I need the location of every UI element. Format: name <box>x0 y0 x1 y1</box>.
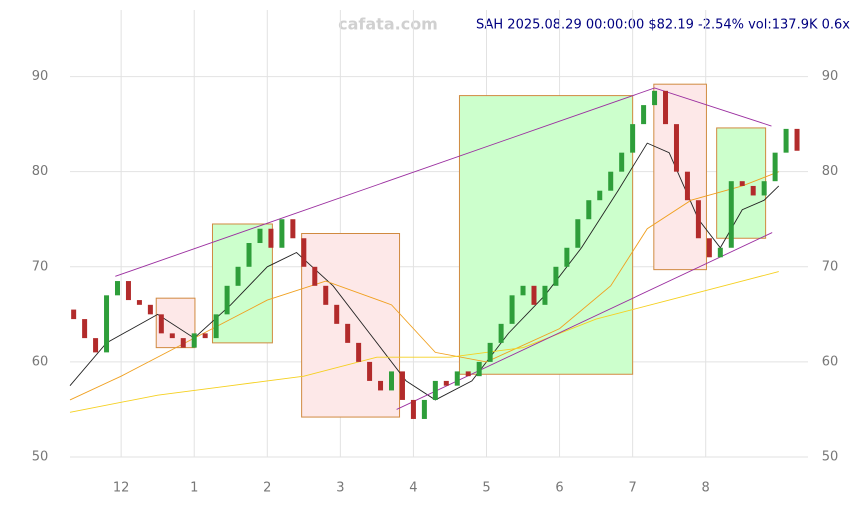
zone <box>458 95 634 375</box>
candle <box>378 380 384 391</box>
watermark: cafata.com <box>338 15 438 34</box>
candle <box>772 152 778 182</box>
candle <box>191 333 197 348</box>
y-tick-label: 70 <box>32 259 49 274</box>
indicator-line <box>69 271 779 413</box>
indicator-line <box>69 171 779 401</box>
candle <box>235 266 241 286</box>
candle <box>399 371 405 400</box>
candle <box>257 228 263 244</box>
y-tick-label: 60 <box>822 354 839 369</box>
candle <box>608 171 614 191</box>
candle <box>597 190 603 201</box>
candle <box>498 323 504 343</box>
candle <box>410 399 416 419</box>
candle <box>619 152 625 172</box>
candle <box>114 281 120 296</box>
candle <box>663 90 669 125</box>
candle <box>421 399 427 419</box>
x-tick-label: 1 <box>190 481 198 496</box>
candle <box>553 266 559 286</box>
candle <box>794 128 800 151</box>
candle <box>71 309 77 320</box>
y-tick-label: 90 <box>822 69 839 84</box>
x-tick-label: 8 <box>702 481 710 496</box>
candle <box>739 181 745 186</box>
candle <box>673 124 679 172</box>
y-tick-label: 60 <box>32 354 49 369</box>
candle <box>432 380 438 400</box>
candle <box>487 342 493 362</box>
y-tick-label: 70 <box>822 259 839 274</box>
candle <box>323 285 329 305</box>
candle <box>641 105 647 125</box>
candle <box>224 285 230 315</box>
candle <box>202 333 208 339</box>
candle <box>575 219 581 248</box>
candle <box>586 200 592 220</box>
candle <box>104 295 110 353</box>
candle <box>717 247 723 258</box>
candle <box>301 238 307 267</box>
candle <box>531 285 537 305</box>
candle <box>290 219 296 239</box>
x-tick-label: 4 <box>409 481 417 496</box>
zone <box>211 223 273 344</box>
zone <box>301 233 401 418</box>
x-tick-label: 6 <box>555 481 563 496</box>
candle <box>476 361 482 377</box>
candle <box>268 228 274 248</box>
candle <box>82 319 88 339</box>
candle <box>542 285 548 305</box>
candle <box>761 181 767 196</box>
indicator-line <box>115 87 772 277</box>
candle <box>564 247 570 267</box>
candle <box>136 300 142 305</box>
candle <box>783 128 789 153</box>
y-tick-label: 80 <box>32 164 49 179</box>
x-tick-label: 7 <box>628 481 636 496</box>
candle <box>750 185 756 196</box>
x-tick-label: 5 <box>482 481 490 496</box>
y-tick-label: 50 <box>822 450 839 465</box>
candle <box>389 371 395 391</box>
y-tick-label: 80 <box>822 164 839 179</box>
candle <box>125 281 131 301</box>
candle <box>334 304 340 324</box>
candle <box>93 338 99 353</box>
candle <box>465 371 471 377</box>
candle <box>454 371 460 386</box>
candle <box>279 219 285 248</box>
x-tick-label: 12 <box>113 481 130 496</box>
candle <box>684 171 690 201</box>
candle <box>728 181 734 248</box>
candle <box>356 342 362 362</box>
chart-title: SAH 2025.08.29 00:00:00 $82.19 -2.54% vo… <box>476 18 850 33</box>
candle <box>367 361 373 381</box>
y-tick-label: 90 <box>32 69 49 84</box>
candle <box>630 124 636 153</box>
candle <box>345 323 351 343</box>
x-tick-label: 3 <box>336 481 344 496</box>
x-tick-label: 2 <box>263 481 271 496</box>
candle <box>509 295 515 324</box>
candle <box>169 333 175 339</box>
candle <box>246 243 252 267</box>
candle <box>147 304 153 315</box>
candle <box>695 200 701 239</box>
candle <box>312 266 318 286</box>
candle <box>158 314 164 334</box>
candle <box>520 285 526 296</box>
candle <box>213 314 219 339</box>
candle <box>706 238 712 258</box>
y-tick-label: 50 <box>32 450 49 465</box>
candle <box>180 338 186 348</box>
candle <box>443 380 449 386</box>
candle <box>652 90 658 106</box>
